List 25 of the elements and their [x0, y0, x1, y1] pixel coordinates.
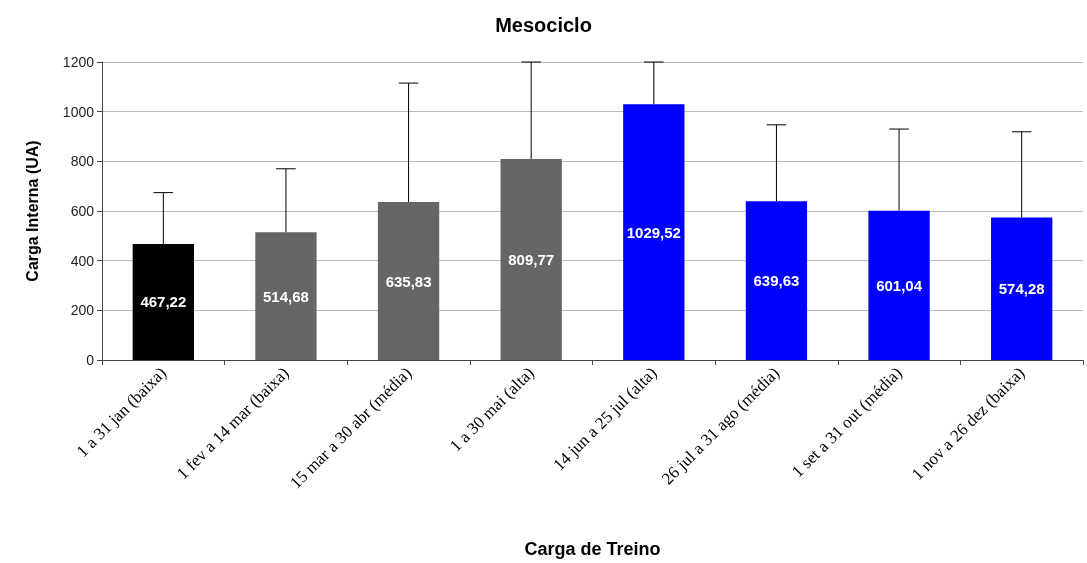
data-label: 601,04: [876, 276, 923, 294]
bar: [500, 158, 562, 360]
bar: [745, 201, 808, 360]
y-tick-label: 1000: [62, 103, 95, 120]
data-label: 635,83: [385, 272, 432, 290]
data-label: 467,22: [140, 293, 187, 311]
data-label: 1029,52: [626, 223, 681, 241]
y-tick-label: 1200: [62, 54, 95, 70]
x-axis-title: Carga de Treino: [524, 539, 661, 559]
bar: [991, 217, 1053, 360]
data-label: 639,63: [753, 272, 800, 290]
data-label: 574,28: [998, 280, 1045, 298]
y-tick-label: 800: [70, 153, 95, 170]
y-tick-label: 0: [86, 352, 95, 368]
data-label: 514,68: [262, 287, 309, 305]
data-label: 809,77: [508, 250, 555, 268]
bar: [377, 202, 440, 360]
bar: [623, 104, 685, 360]
y-tick-label: 600: [70, 203, 95, 219]
y-tick-label: 400: [70, 252, 95, 269]
chart-title: Mesociclo: [495, 14, 592, 36]
bar: [255, 232, 317, 360]
bar: [868, 210, 930, 360]
y-axis-title: Carga Interna (UA): [23, 140, 41, 282]
y-tick-label: 200: [70, 302, 95, 319]
